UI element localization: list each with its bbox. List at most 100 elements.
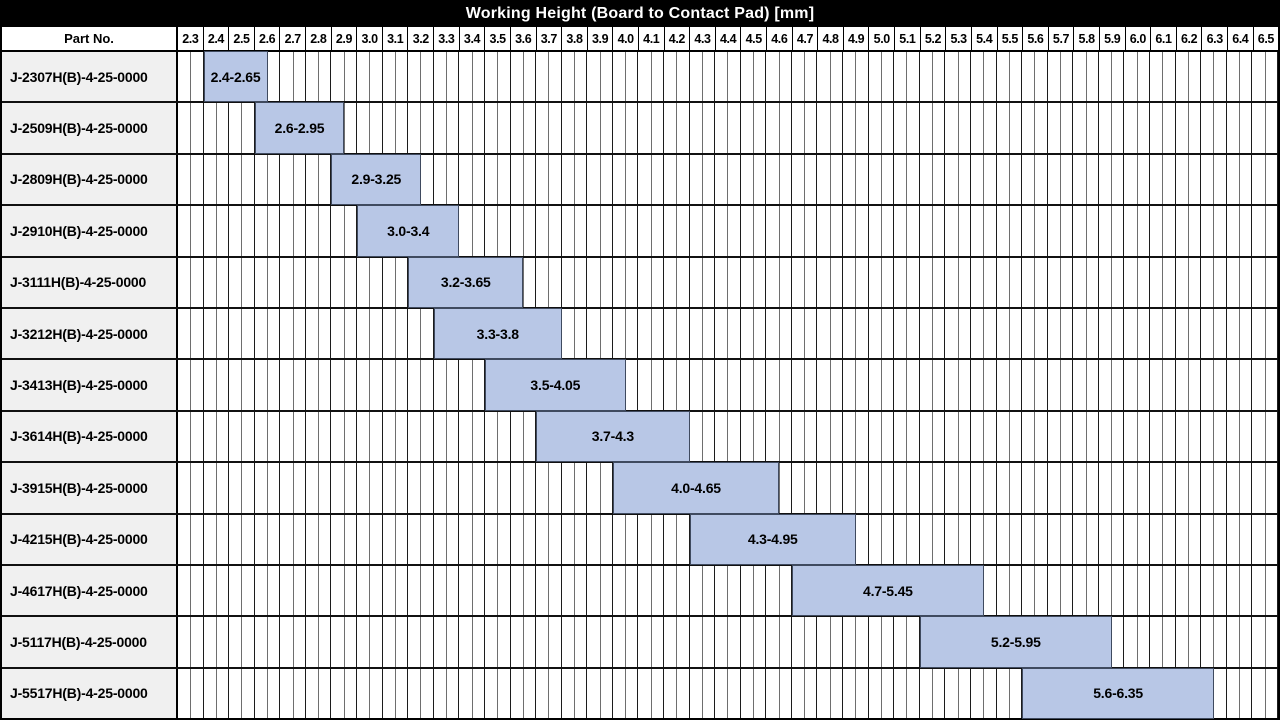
grid-cell <box>715 103 741 154</box>
working-height-bar: 5.6-6.35 <box>1022 667 1215 720</box>
part-number-cell: J-5117H(B)-4-25-0000 <box>2 617 178 667</box>
grid-cell <box>562 514 588 565</box>
grid-cell <box>920 514 946 565</box>
grid-cell <box>613 514 639 565</box>
grid-cell <box>536 103 562 154</box>
part-no-column-header: Part No. <box>2 27 178 50</box>
grid-cell <box>229 411 255 462</box>
grid-cell <box>894 154 920 205</box>
grid-cell <box>357 617 383 668</box>
working-height-bar: 3.2-3.65 <box>408 256 524 308</box>
grid-cell <box>997 668 1023 719</box>
grid-cell <box>638 565 664 616</box>
grid-cell <box>638 308 664 359</box>
bar-range-label: 3.0-3.4 <box>387 222 430 239</box>
grid-cell <box>178 514 204 565</box>
grid-cell <box>1048 308 1074 359</box>
grid-cell <box>229 565 255 616</box>
part-number-cell: J-4617H(B)-4-25-0000 <box>2 565 178 616</box>
table-row: J-4617H(B)-4-25-0000 4.7-5.45 <box>2 564 1278 618</box>
grid-cell <box>690 206 716 256</box>
grid-cell <box>280 463 306 513</box>
grid-cell <box>1048 206 1074 256</box>
grid-cell <box>920 154 946 205</box>
grid-cell <box>331 308 358 359</box>
grid-cell <box>562 668 588 719</box>
grid-cell <box>1150 52 1176 102</box>
bar-range-label: 3.3-3.8 <box>476 325 519 342</box>
grid-cell <box>766 668 792 719</box>
axis-tick-label: 6.3 <box>1202 27 1228 50</box>
grid-cell <box>945 514 971 565</box>
axis-tick-label: 3.9 <box>588 27 614 50</box>
grid-cell <box>1150 257 1176 308</box>
grid-cell <box>1099 52 1125 102</box>
grid-cell <box>715 668 741 719</box>
grid-cell <box>817 206 844 256</box>
grid-cell <box>1150 103 1176 154</box>
grid-cell <box>408 668 434 719</box>
bar-range-label: 2.9-3.25 <box>351 171 402 188</box>
grid-cell <box>485 52 511 102</box>
grid-cell <box>664 308 690 359</box>
grid-cell <box>1022 360 1048 411</box>
row-chart-area: 2.6-2.95 <box>178 102 1278 154</box>
grid-cell <box>1176 617 1202 668</box>
grid-cell <box>204 154 230 205</box>
axis-tick-label: 3.7 <box>537 27 563 50</box>
working-height-bar: 5.2-5.95 <box>919 616 1112 668</box>
grid-cell <box>434 514 460 565</box>
grid-cell <box>817 257 844 308</box>
grid-cell <box>843 463 869 513</box>
grid-cell <box>920 206 946 256</box>
grid-cell <box>357 52 383 102</box>
chart-body: J-2307H(B)-4-25-0000 2.4-2.65 J-2509H(B)-4… <box>0 51 1280 720</box>
axis-tick-label: 6.4 <box>1228 27 1254 50</box>
grid-cell <box>664 617 690 668</box>
grid-cell <box>1252 103 1278 154</box>
grid-cell <box>971 463 997 513</box>
part-number-cell: J-3413H(B)-4-25-0000 <box>2 360 178 410</box>
grid-cell <box>1073 308 1099 359</box>
grid-cell <box>357 463 383 513</box>
grid-cell <box>817 308 844 359</box>
grid-cell <box>843 411 869 462</box>
grid-cell <box>357 103 383 154</box>
grid-cell <box>434 617 460 668</box>
grid-cell <box>306 154 332 205</box>
table-row: J-2509H(B)-4-25-0000 2.6-2.95 <box>2 102 1278 155</box>
grid-cell <box>383 308 409 359</box>
grid-cell <box>1176 103 1202 154</box>
grid-cell <box>331 617 358 668</box>
row-chart-area: 4.0-4.65 <box>178 462 1278 514</box>
grid-cell <box>383 360 409 411</box>
axis-tick-label: 5.1 <box>895 27 921 50</box>
axis-tick-label: 5.7 <box>1049 27 1075 50</box>
grid-cell <box>383 514 409 565</box>
grid-cell <box>613 52 639 102</box>
grid-cell <box>690 360 716 411</box>
grid-cell <box>587 308 613 359</box>
grid-cell <box>434 565 460 616</box>
grid-cell <box>971 411 997 462</box>
grid-cell <box>1252 617 1278 668</box>
grid-cell <box>638 514 664 565</box>
grid-cell <box>587 565 613 616</box>
grid-cell <box>587 514 613 565</box>
grid-cell <box>408 565 434 616</box>
grid-cell <box>715 206 741 256</box>
grid-cell <box>383 411 409 462</box>
bar-range-label: 5.6-6.35 <box>1093 685 1143 702</box>
grid-cell <box>843 308 869 359</box>
grid-cell <box>1150 206 1176 256</box>
grid-cell <box>280 206 306 256</box>
grid-cell <box>869 103 895 154</box>
grid-cell <box>1252 257 1278 308</box>
axis-tick-label: 3.4 <box>460 27 486 50</box>
grid-cell <box>664 206 690 256</box>
grid-cell <box>511 103 537 154</box>
grid-cell <box>817 411 844 462</box>
grid-cell <box>792 154 818 205</box>
grid-cell <box>971 514 997 565</box>
grid-cell <box>894 206 920 256</box>
